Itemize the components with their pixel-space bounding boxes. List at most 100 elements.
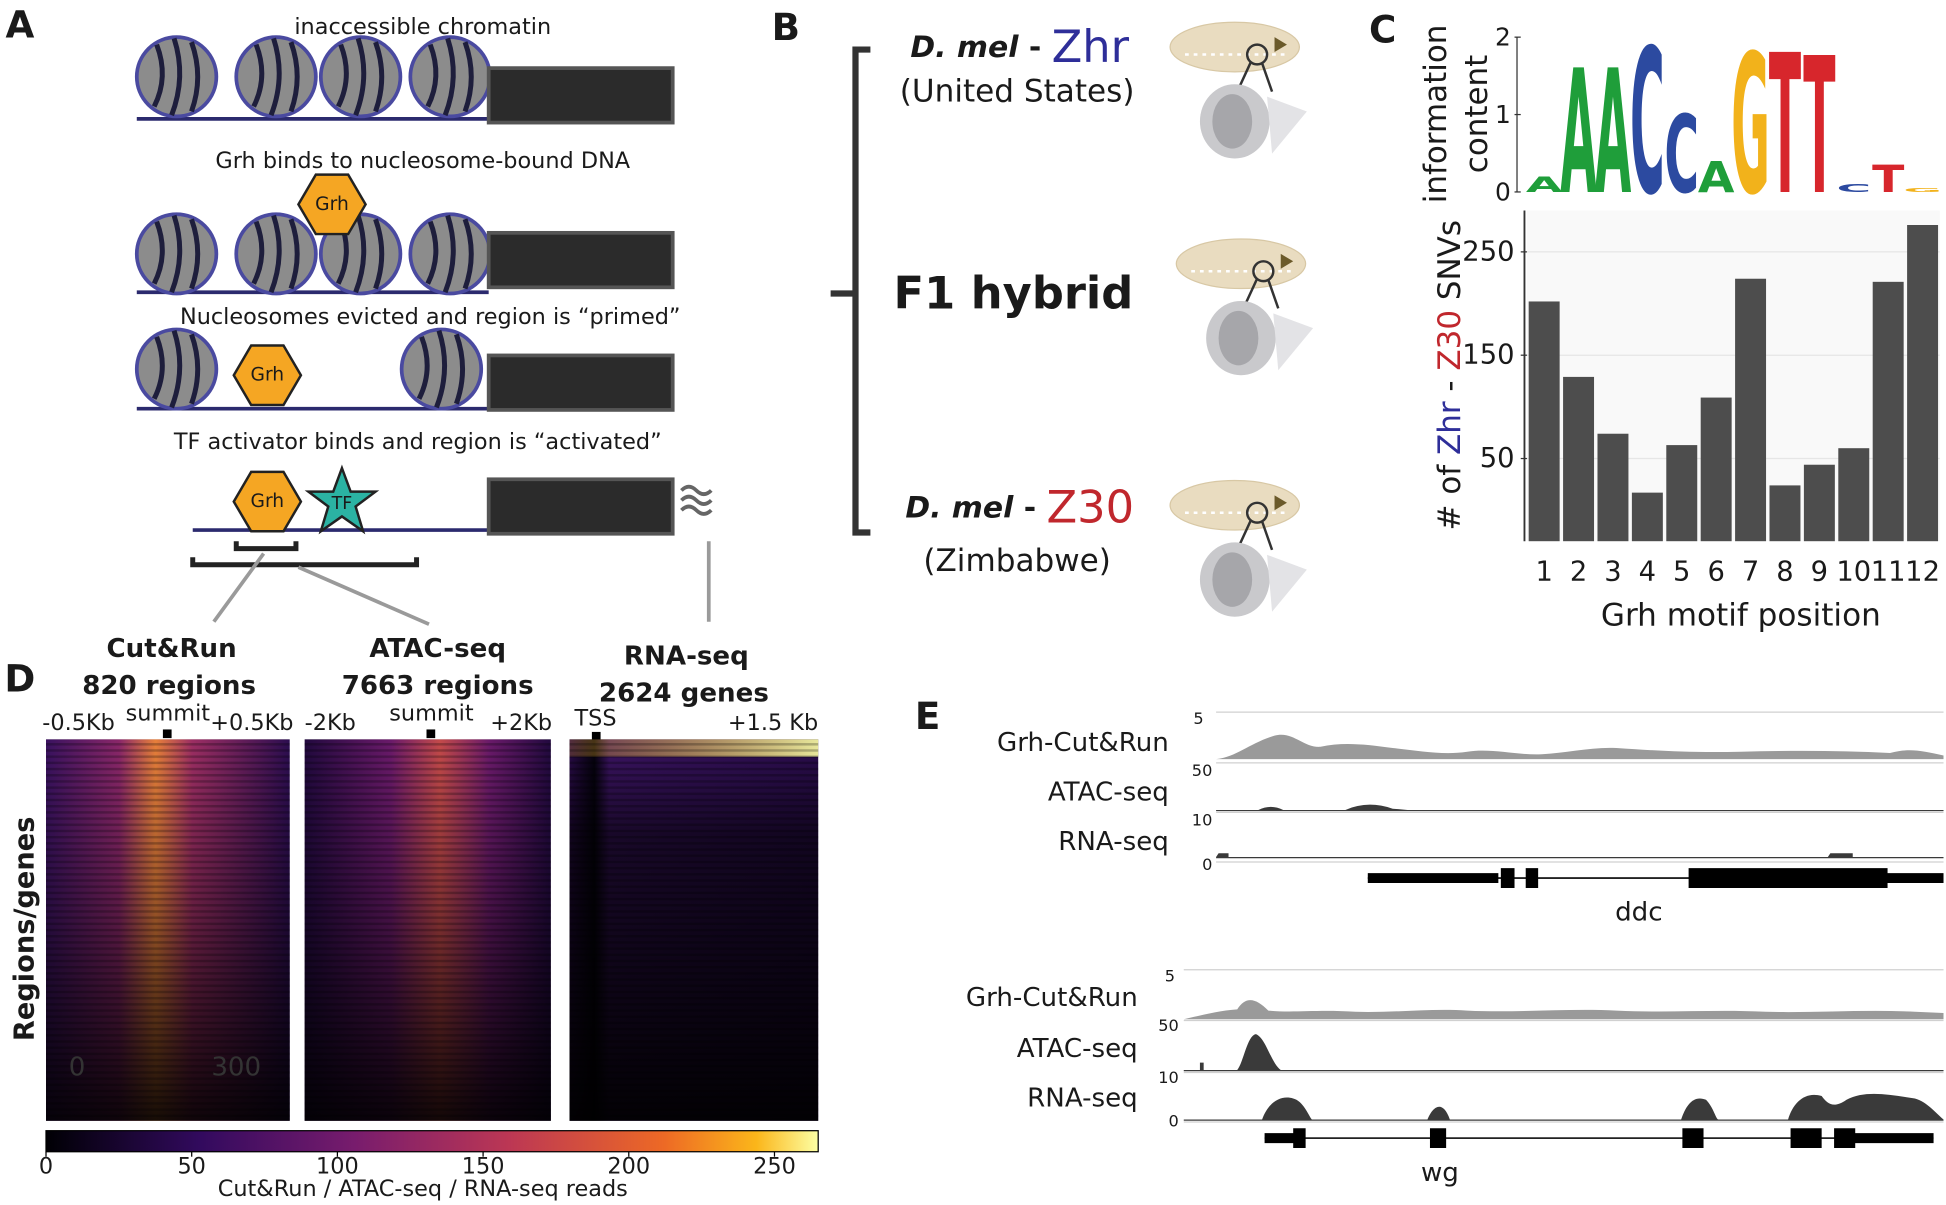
panel-e: E Grh-Cut&Run ATAC-seq RNA-seq 5 50 10 0… — [915, 694, 1944, 1188]
track-label: ATAC-seq — [1048, 778, 1169, 808]
y-tick-label: 150 — [1462, 340, 1514, 371]
axis-label: TSS — [573, 705, 616, 731]
track-label: ATAC-seq — [1017, 1034, 1138, 1064]
y-axis-label: Regions/genes — [9, 817, 40, 1042]
summit-marker — [162, 729, 172, 739]
panel-letter: E — [915, 694, 940, 738]
x-tick-label: 2 — [1570, 557, 1587, 588]
region-bracket — [190, 541, 420, 568]
panel-letter: B — [772, 5, 800, 49]
logo-y-tick-label: 2 — [1495, 23, 1511, 52]
dash: - — [1013, 490, 1046, 525]
logo-letter: C — [1664, 94, 1699, 218]
nucleosome — [410, 37, 490, 116]
species: D. mel — [905, 490, 1014, 525]
axis-label: +2Kb — [490, 710, 552, 736]
grh-label: Grh — [315, 194, 349, 215]
track-scale: 50 — [1158, 1016, 1179, 1035]
logo-letter: C — [1836, 182, 1871, 194]
species: D. mel — [910, 30, 1019, 65]
heatmap — [304, 739, 551, 1121]
bar — [1769, 485, 1801, 542]
x-axis-label: Grh motif position — [1601, 598, 1881, 634]
nucleosome — [236, 37, 316, 116]
y-label-part: # of — [1432, 455, 1468, 530]
grh-label: Grh — [251, 365, 285, 386]
logo-y-label: information — [1418, 25, 1454, 204]
strain-name: D. mel - Z30 — [861, 482, 1166, 534]
y-label-part: - — [1432, 371, 1468, 402]
bar — [1597, 433, 1629, 542]
colorbar-tick-label: 0 — [39, 1154, 53, 1180]
grh-protein — [232, 470, 303, 533]
logo-letter: A — [1560, 34, 1597, 233]
x-tick-label: 12 — [1905, 557, 1940, 588]
x-tick-label: 7 — [1742, 557, 1759, 588]
transcript-icon — [680, 484, 713, 516]
track-label: RNA-seq — [1027, 1084, 1138, 1114]
bar — [1631, 492, 1663, 542]
logo-letter: A — [1698, 152, 1735, 202]
signal-track — [1216, 853, 1944, 859]
step-label: TF activator binds and region is “activa… — [173, 429, 662, 455]
bar — [1563, 376, 1595, 542]
y-tick-label: 250 — [1462, 236, 1514, 267]
connector — [212, 541, 711, 626]
strain-origin: (Zimbabwe) — [923, 543, 1110, 579]
axis-label: +1.5 Kb — [728, 710, 818, 736]
step-label: Nucleosomes evicted and region is “prime… — [180, 304, 681, 330]
bar — [1528, 301, 1560, 542]
logo-letter: A — [1595, 34, 1632, 233]
track-scale: 5 — [1165, 966, 1175, 985]
x-tick-label: 3 — [1604, 557, 1621, 588]
assay-count: 820 regions — [82, 671, 256, 701]
panel-d: D Cut&Run 820 regions ATAC-seq 7663 regi… — [4, 634, 819, 1202]
track-label: RNA-seq — [1058, 827, 1169, 857]
larva-icon — [1168, 21, 1309, 160]
logo-letter: G — [1903, 187, 1942, 193]
axis-label: +0.5Kb — [210, 710, 293, 736]
bar — [1907, 225, 1939, 542]
bar — [1803, 464, 1835, 542]
logo-letter: T — [1769, 15, 1801, 239]
y-label-part: Z30 — [1432, 310, 1468, 371]
panel-c: C information content # of Zhr - Z30 SNV… — [1369, 8, 1942, 634]
assay-count: 7663 regions — [342, 671, 534, 701]
tss-marker — [591, 731, 601, 741]
x-tick-label: 4 — [1639, 557, 1656, 588]
nucleosome — [410, 214, 490, 293]
bar — [1872, 281, 1904, 542]
strain-name: D. mel - Zhr — [866, 21, 1160, 73]
track-scale: 5 — [1193, 709, 1203, 728]
step-label: inaccessible chromatin — [294, 14, 551, 40]
nucleosome — [402, 329, 482, 408]
track-scale: 10 — [1192, 810, 1213, 829]
colorbar-label: Cut&Run / ATAC-seq / RNA-seq reads — [218, 1176, 628, 1202]
assay-title: Cut&Run — [106, 634, 236, 664]
signal-track — [1216, 734, 1944, 760]
overlay-label: 0 — [69, 1053, 86, 1083]
x-tick-label: 1 — [1535, 557, 1552, 588]
gene-name: wg — [1421, 1158, 1459, 1188]
axis-label: -2Kb — [305, 710, 356, 736]
logo-letter: A — [1526, 172, 1563, 197]
gene-box — [486, 230, 675, 290]
bar — [1700, 397, 1732, 542]
grh-protein — [296, 173, 368, 236]
panel-letter: A — [5, 3, 34, 47]
track-label: Grh-Cut&Run — [966, 983, 1138, 1013]
nucleosome — [137, 37, 217, 116]
y-tick-label: 50 — [1480, 443, 1515, 474]
gene-box — [486, 477, 675, 536]
colorbar-tick-label: 150 — [462, 1154, 505, 1180]
signal-track — [1183, 1000, 1944, 1020]
logo-y-tick-label: 0 — [1495, 177, 1511, 206]
signal-track — [1216, 804, 1944, 812]
x-tick-label: 8 — [1776, 557, 1793, 588]
panel-letter: C — [1369, 8, 1396, 52]
logo-y-label: content — [1459, 55, 1495, 174]
heatmap-texture — [46, 739, 290, 1121]
x-tick-label: 6 — [1707, 557, 1724, 588]
